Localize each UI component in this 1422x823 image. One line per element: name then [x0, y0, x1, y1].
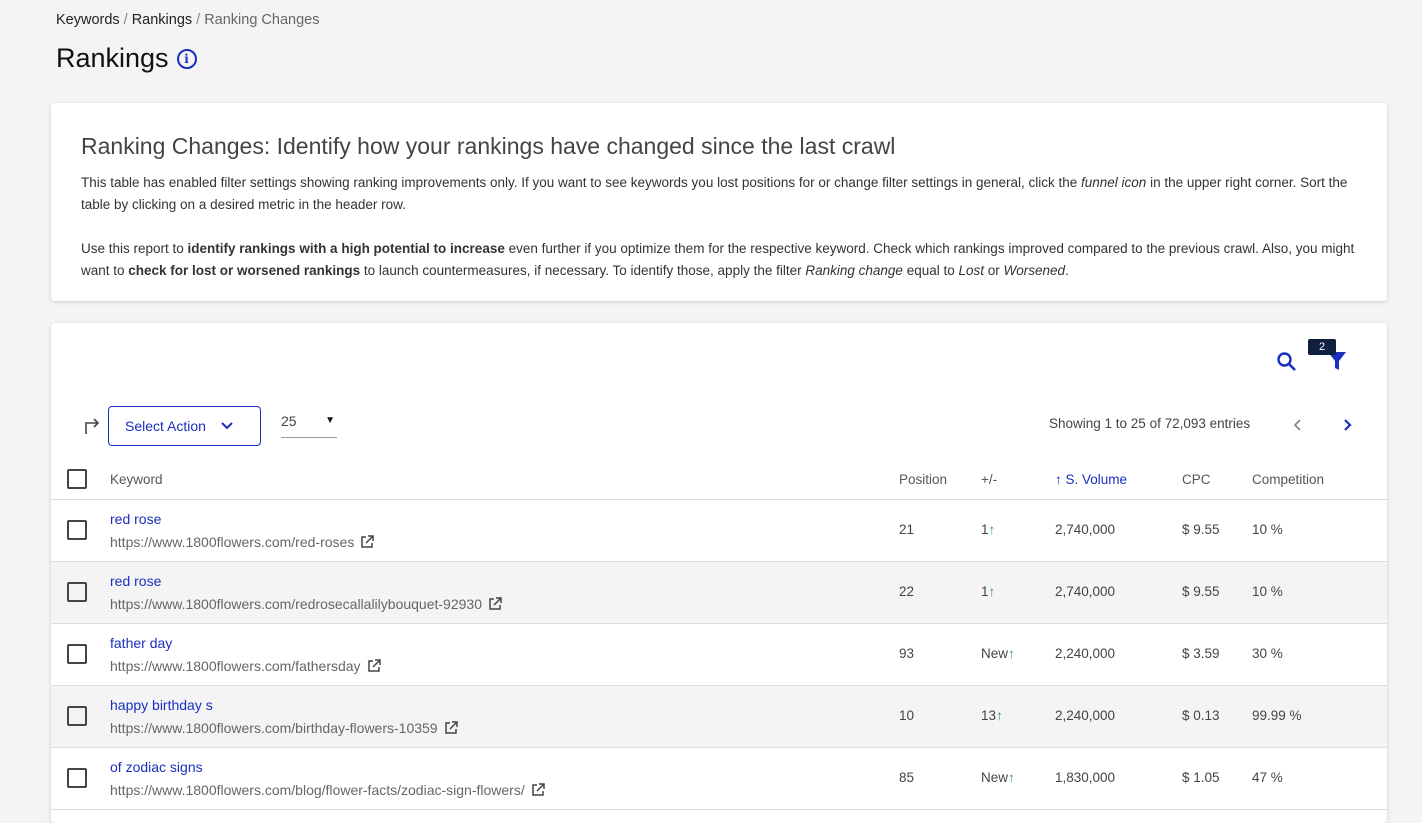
- external-link-icon[interactable]: [444, 721, 458, 735]
- arrow-up-icon: ↑: [996, 708, 1003, 723]
- cpc-value: $ 9.55: [1182, 584, 1220, 599]
- competition-value: 47 %: [1252, 770, 1283, 785]
- change-value: 1↑: [981, 522, 996, 537]
- per-page-select[interactable]: 25 ▼: [281, 413, 337, 438]
- table-row: father day https://www.1800flowers.com/f…: [51, 624, 1387, 686]
- chevron-down-icon: [221, 422, 233, 430]
- breadcrumb: Keywords / Rankings / Ranking Changes: [56, 12, 320, 28]
- keyword-link[interactable]: father day: [110, 635, 173, 651]
- per-page-value: 25: [281, 413, 297, 429]
- intro-heading: Ranking Changes: Identify how your ranki…: [81, 133, 896, 159]
- cpc-value: $ 3.59: [1182, 646, 1220, 661]
- volume-value: 2,240,000: [1055, 646, 1116, 661]
- competition-value: 10 %: [1252, 522, 1283, 537]
- row-checkbox[interactable]: [67, 520, 87, 540]
- table-row: red rose https://www.1800flowers.com/red…: [51, 562, 1387, 624]
- page-title-text: Rankings: [56, 43, 169, 73]
- volume-value: 1,830,000: [1055, 770, 1116, 785]
- arrow-up-icon: ↑: [988, 522, 996, 537]
- row-checkbox[interactable]: [67, 644, 87, 664]
- position-value: 10: [899, 708, 915, 723]
- keyword-link[interactable]: red rose: [110, 573, 162, 589]
- table-card: 2 Select Action 25 ▼ Showing 1 to 25 of 7…: [51, 323, 1387, 823]
- select-action-label: Select Action: [125, 418, 206, 434]
- url-link[interactable]: https://www.1800flowers.com/red-roses: [110, 534, 375, 550]
- table-row: happy birthday s https://www.1800flowers…: [51, 686, 1387, 748]
- external-link-icon[interactable]: [360, 535, 375, 549]
- intro-paragraph-2: Use this report to identify rankings wit…: [81, 241, 1355, 278]
- external-link-icon[interactable]: [531, 783, 545, 797]
- keyword-link[interactable]: happy birthday s: [110, 697, 213, 713]
- volume-value: 2,240,000: [1055, 708, 1116, 723]
- change-value: New↑: [981, 770, 1015, 785]
- position-value: 85: [899, 770, 915, 785]
- row-checkbox[interactable]: [67, 768, 87, 788]
- prev-page-icon[interactable]: [1291, 417, 1305, 433]
- col-search-volume[interactable]: ↑ S. Volume: [1055, 472, 1128, 487]
- table-header: Keyword Position +/- ↑ S. Volume CPC Com…: [51, 469, 1387, 500]
- intro-paragraph-1: This table has enabled filter settings s…: [81, 175, 1348, 212]
- volume-value: 2,740,000: [1055, 522, 1116, 537]
- competition-value: 99.99 %: [1252, 708, 1302, 723]
- external-link-icon[interactable]: [488, 597, 502, 611]
- select-all-checkbox[interactable]: [67, 469, 87, 489]
- breadcrumb-keywords[interactable]: Keywords: [56, 12, 120, 28]
- volume-value: 2,740,000: [1055, 584, 1116, 599]
- change-value: 13↑: [981, 708, 1003, 723]
- sort-asc-icon: ↑: [1055, 472, 1066, 487]
- arrow-up-icon: ↑: [1008, 646, 1015, 661]
- arrow-up-icon: ↑: [1008, 770, 1015, 785]
- url-link[interactable]: https://www.1800flowers.com/fathersday: [110, 658, 381, 674]
- row-checkbox[interactable]: [67, 582, 87, 602]
- url-link[interactable]: https://www.1800flowers.com/redrosecalla…: [110, 596, 502, 612]
- url-link[interactable]: https://www.1800flowers.com/blog/flower-…: [110, 782, 545, 798]
- search-icon[interactable]: [1276, 351, 1298, 373]
- col-cpc[interactable]: CPC: [1182, 472, 1211, 487]
- select-action-dropdown[interactable]: Select Action: [108, 406, 261, 446]
- breadcrumb-rankings[interactable]: Rankings: [131, 12, 193, 28]
- position-value: 21: [899, 522, 915, 537]
- col-keyword[interactable]: Keyword: [110, 472, 163, 487]
- row-checkbox[interactable]: [67, 706, 87, 726]
- change-value: New↑: [981, 646, 1015, 661]
- cpc-value: $ 0.13: [1182, 708, 1220, 723]
- external-link-icon[interactable]: [367, 659, 381, 673]
- arrow-up-icon: ↑: [988, 584, 996, 599]
- funnel-icon[interactable]: [1326, 349, 1348, 373]
- next-page-icon[interactable]: [1340, 417, 1354, 433]
- position-value: 22: [899, 584, 915, 599]
- cpc-value: $ 9.55: [1182, 522, 1220, 537]
- caret-down-icon: ▼: [325, 415, 335, 426]
- entries-info: Showing 1 to 25 of 72,093 entries: [1049, 416, 1251, 431]
- col-change[interactable]: +/-: [981, 472, 998, 487]
- table-row: of zodiac signs https://www.1800flowers.…: [51, 748, 1387, 810]
- competition-value: 10 %: [1252, 584, 1283, 599]
- filter-count-badge: 2: [1308, 339, 1336, 355]
- keyword-link[interactable]: red rose: [110, 511, 162, 527]
- cpc-value: $ 1.05: [1182, 770, 1220, 785]
- breadcrumb-current: Ranking Changes: [204, 12, 320, 28]
- table-row: red rose https://www.1800flowers.com/red…: [51, 500, 1387, 562]
- intro-card: Ranking Changes: Identify how your ranki…: [51, 103, 1387, 301]
- page-title: Rankings i: [56, 43, 197, 74]
- competition-value: 30 %: [1252, 646, 1283, 661]
- info-icon[interactable]: i: [176, 48, 197, 69]
- keyword-link[interactable]: of zodiac signs: [110, 759, 203, 775]
- position-value: 93: [899, 646, 915, 661]
- url-link[interactable]: https://www.1800flowers.com/birthday-flo…: [110, 720, 458, 736]
- col-competition[interactable]: Competition: [1252, 472, 1325, 487]
- change-value: 1↑: [981, 584, 996, 599]
- bulk-action-arrow-icon: [85, 418, 100, 434]
- col-position[interactable]: Position: [899, 472, 948, 487]
